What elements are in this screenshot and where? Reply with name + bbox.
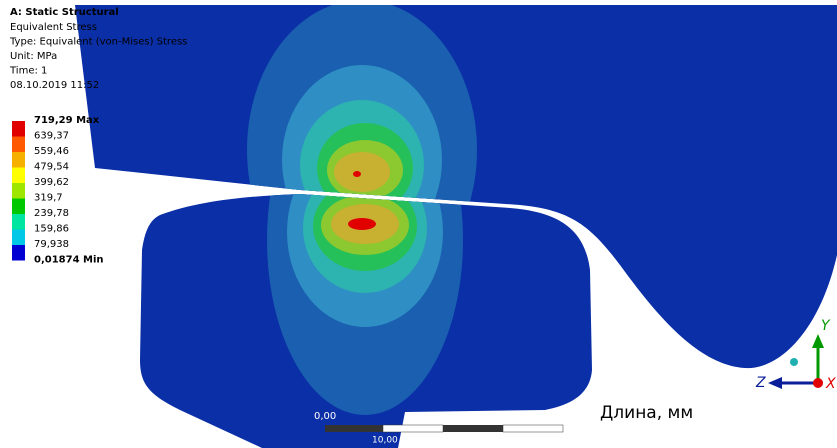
header-line: Equivalent Stress <box>10 22 97 33</box>
axis-y: Y <box>821 318 831 334</box>
scale-bar <box>325 425 563 432</box>
legend-swatch <box>12 199 25 215</box>
legend-swatch <box>12 230 25 246</box>
legend-label: 79,938 <box>34 239 69 250</box>
legend-label: 639,37 <box>34 131 69 142</box>
legend-swatch <box>12 214 25 230</box>
legend-swatch <box>12 183 25 199</box>
header-line: 08.10.2019 11:52 <box>10 80 99 91</box>
legend-swatch <box>12 137 25 153</box>
scale-label: 30,00 <box>492 436 518 446</box>
legend-label: 319,7 <box>34 193 63 204</box>
legend-label: 479,54 <box>34 162 69 173</box>
scale-label: 40,00 <box>550 411 579 422</box>
legend-swatch <box>12 245 25 261</box>
viewport: A: Static Structural Equivalent Stress Ty… <box>0 0 837 448</box>
legend-swatch <box>12 121 25 137</box>
legend-label: 0,01874 Min <box>34 255 104 266</box>
header-line: Type: Equivalent (von-Mises) Stress <box>9 37 187 48</box>
legend-swatch <box>12 168 25 184</box>
legend-swatch <box>12 152 25 168</box>
header-line: Time: 1 <box>9 66 47 77</box>
header-line: Unit: MPa <box>10 51 57 62</box>
scale-unit: Длина, мм <box>600 403 693 423</box>
legend: 719,29 Max 639,37 559,46 479,54 399,62 319,7 2… <box>12 115 104 266</box>
legend-label: 239,78 <box>34 208 69 219</box>
scale-label: 20,00 <box>430 411 459 422</box>
legend-label: 399,62 <box>34 177 69 188</box>
scale-label: 0,00 <box>314 411 336 422</box>
legend-label: 719,29 Max <box>34 115 100 126</box>
axis-z: Z <box>755 375 766 391</box>
header-title: A: Static Structural <box>10 7 119 18</box>
axis-x: X <box>825 376 836 392</box>
legend-label: 559,46 <box>34 146 69 157</box>
legend-label: 159,86 <box>34 224 69 235</box>
scale-label: 10,00 <box>372 436 398 446</box>
